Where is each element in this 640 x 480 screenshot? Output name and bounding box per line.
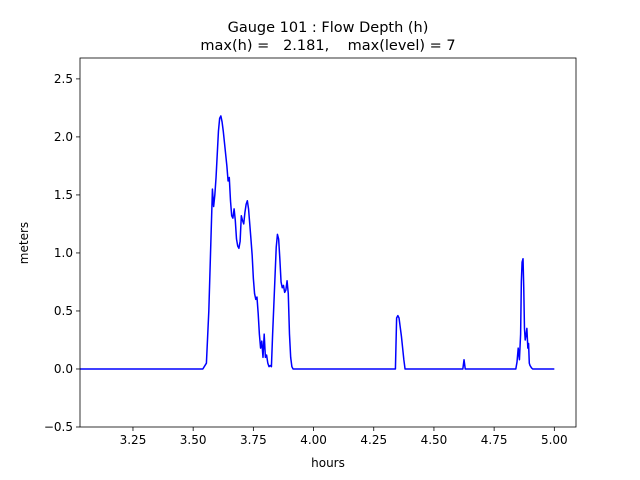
x-tick-label: 5.00: [541, 433, 568, 447]
x-tick-label: 3.75: [240, 433, 267, 447]
y-tick-label: 2.0: [54, 130, 73, 144]
y-tick-label: 0.5: [54, 304, 73, 318]
x-tick-label: 4.25: [360, 433, 387, 447]
x-tick-label: 3.25: [120, 433, 147, 447]
plot-area: [80, 115, 555, 370]
chart-subtitle: max(h) = 2.181, max(level) = 7: [200, 38, 455, 54]
x-tick-label: 4.50: [421, 433, 448, 447]
x-tick-label: 3.50: [180, 433, 207, 447]
x-tick-label: 4.75: [481, 433, 508, 447]
x-tick-label: 4.00: [300, 433, 327, 447]
plot-frame: [79, 57, 577, 428]
y-tick-label: 2.5: [54, 72, 73, 86]
x-axis: 3.25 3.50 3.75 4.00 4.25 4.50 4.75 5.00: [120, 427, 568, 447]
y-axis-label: meters: [17, 222, 31, 264]
chart-title: Gauge 101 : Flow Depth (h): [228, 20, 429, 36]
y-axis: −0.5 0.0 0.5 1.0 1.5 2.0 2.5: [44, 72, 80, 434]
y-tick-label: 1.0: [54, 246, 73, 260]
y-tick-label: −0.5: [44, 420, 73, 434]
series-line-0: [80, 115, 555, 370]
y-tick-label: 0.0: [54, 362, 73, 376]
x-axis-label: hours: [311, 456, 345, 470]
y-tick-label: 1.5: [54, 188, 73, 202]
